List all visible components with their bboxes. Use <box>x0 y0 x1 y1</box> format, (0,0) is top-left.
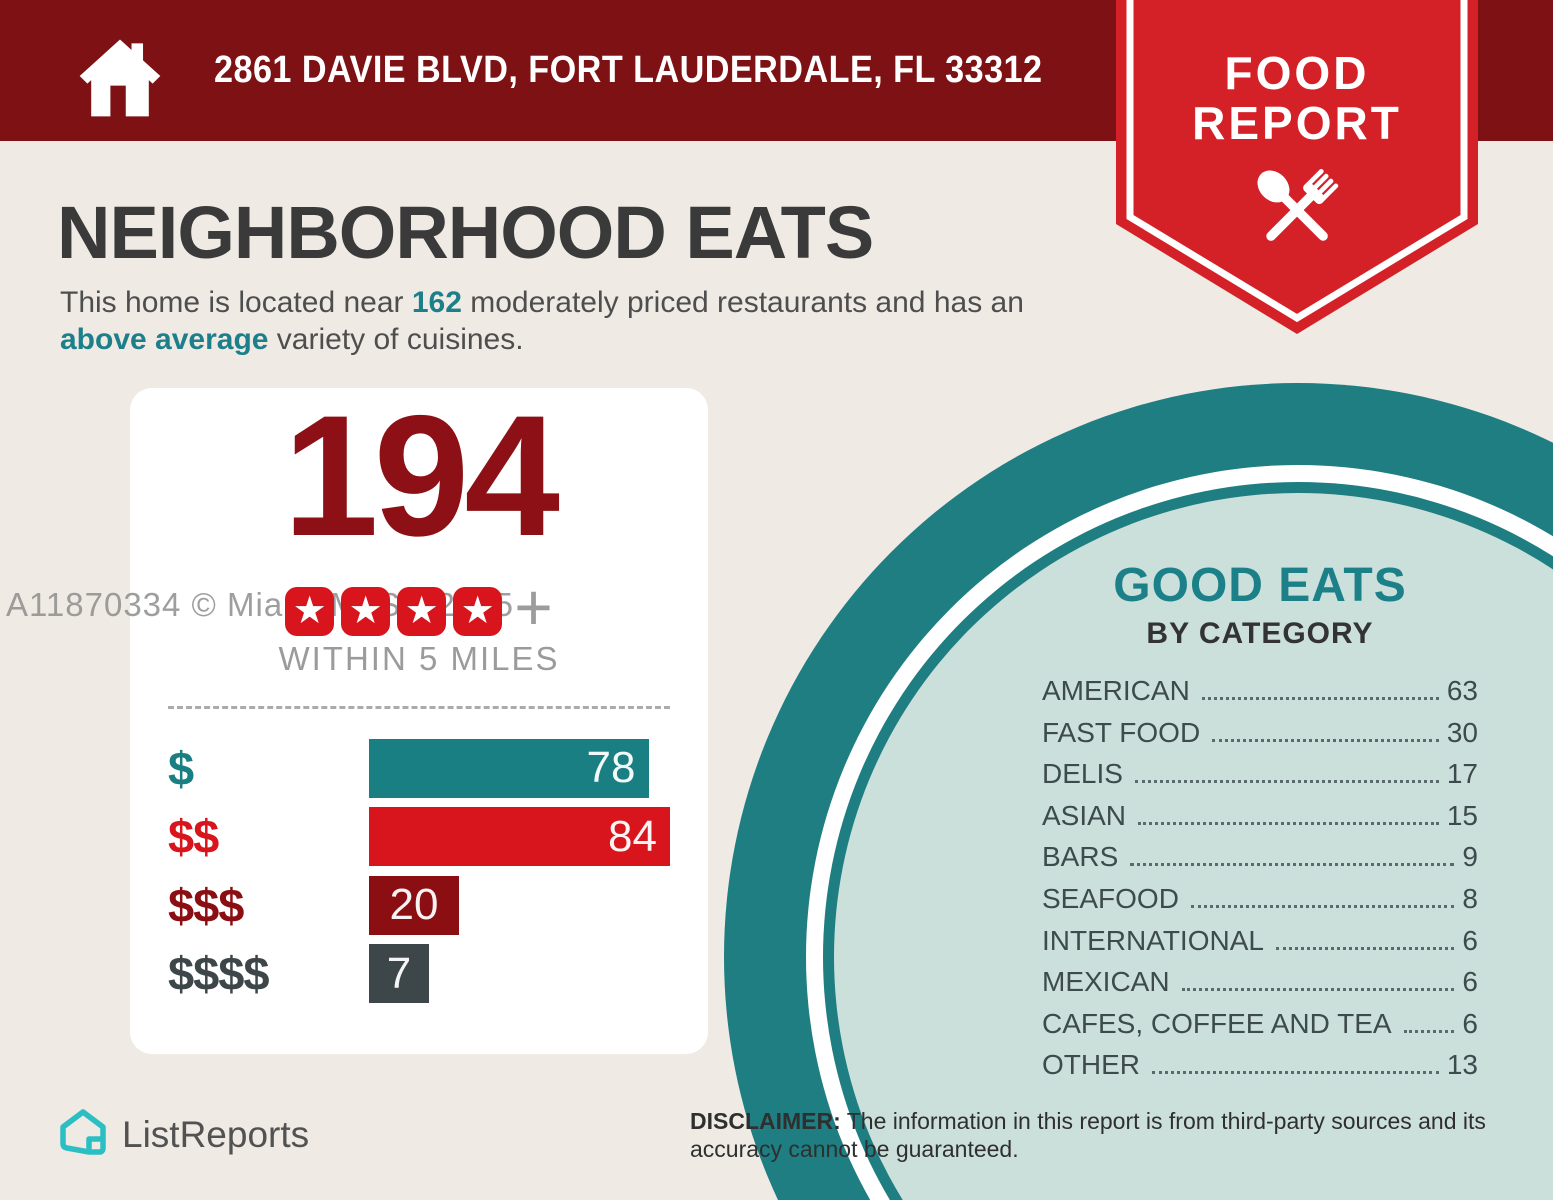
subtitle-accent: above average <box>60 323 269 356</box>
disclaimer: DISCLAIMER: The information in this repo… <box>690 1108 1520 1163</box>
category-label: OTHER <box>1042 1049 1140 1081</box>
star-rating: ★ ★ ★ ★ <box>285 586 503 636</box>
category-value: 6 <box>1462 924 1478 956</box>
disclaimer-label: DISCLAIMER: <box>690 1108 841 1134</box>
subtitle-accent: 162 <box>411 286 462 319</box>
category-row: AMERICAN 63 <box>1042 675 1478 717</box>
price-tier-label: $ <box>168 741 194 795</box>
dotted-leader <box>1190 904 1455 908</box>
crossed-spoon-fork-icon <box>1257 168 1339 241</box>
dotted-leader <box>1201 697 1439 700</box>
category-value: 30 <box>1446 716 1478 748</box>
category-list: AMERICAN 63 FAST FOOD 30 DELIS 17 ASIAN 15 BARS 9… <box>1042 675 1478 1091</box>
dotted-leader <box>1403 1029 1455 1033</box>
subtitle-text: moderately priced restaurants and has an <box>461 286 1024 319</box>
dotted-leader <box>1275 946 1455 950</box>
listreports-brand: ListReports <box>58 1108 309 1162</box>
category-row: CAFES, COFFEE AND TEA 6 <box>1042 1008 1478 1050</box>
dotted-leader <box>1212 738 1439 742</box>
page-title: NEIGHBORHOOD EATS <box>57 191 874 274</box>
star-icon: ★ <box>341 586 391 636</box>
total-restaurants-count: 194 <box>283 380 560 572</box>
category-label: BARS <box>1042 841 1119 873</box>
category-label: SEAFOOD <box>1042 882 1179 914</box>
category-row: DELIS 17 <box>1042 758 1478 800</box>
category-value: 63 <box>1446 675 1478 706</box>
price-tier-row: $$ 84 <box>168 803 680 872</box>
category-label: INTERNATIONAL <box>1042 924 1264 956</box>
category-row: INTERNATIONAL 6 <box>1042 925 1478 967</box>
listreports-logo-icon <box>60 1109 106 1155</box>
listreports-wordmark: ListReports <box>122 1114 310 1155</box>
ribbon-title-line1: FOOD <box>1224 47 1370 99</box>
disclaimer-text: The information in this report is from t… <box>690 1108 1486 1162</box>
category-value: 8 <box>1462 882 1478 914</box>
radius-label: WITHIN 5 MILES <box>278 640 560 677</box>
category-label: AMERICAN <box>1042 675 1190 706</box>
dashed-divider <box>168 706 670 709</box>
restaurant-count-card: 194 ★ ★ ★ ★ + WITHIN 5 MILES $78 $$ 84 $$$ 20 $$… <box>130 381 708 1054</box>
good-eats-subtitle: BY CATEGORY <box>1146 617 1374 650</box>
good-eats-title: GOOD EATS <box>1113 559 1407 612</box>
price-tier-row: $$$ 20 <box>168 871 680 940</box>
property-address: 2861 DAVIE BLVD, FORT LAUDERDALE, FL 333… <box>214 49 1043 91</box>
price-tier-bar-chart: $78 $$ 84 $$$ 20 $$$$ 7 <box>168 734 680 1008</box>
price-tier-value: 84 <box>608 811 657 861</box>
category-label: DELIS <box>1042 758 1123 790</box>
subtitle: This home is located near 162 moderately… <box>60 284 1100 358</box>
plus-icon: + <box>514 570 553 644</box>
ribbon-title-line2: REPORT <box>1192 97 1402 149</box>
category-value: 6 <box>1462 1007 1478 1039</box>
star-icon: ★ <box>453 586 503 636</box>
dotted-leader <box>1130 863 1455 867</box>
dotted-leader <box>1181 988 1455 992</box>
category-row: FAST FOOD 30 <box>1042 717 1478 759</box>
home-icon <box>79 39 161 117</box>
category-value: 9 <box>1462 841 1478 873</box>
price-tier-value: 7 <box>386 948 412 998</box>
star-icon: ★ <box>397 586 447 636</box>
dotted-leader <box>1152 1071 1439 1075</box>
subtitle-text: This home is located near <box>60 286 412 319</box>
subtitle-text: variety of cuisines. <box>268 323 524 356</box>
category-value: 13 <box>1446 1049 1478 1081</box>
dotted-leader <box>1134 780 1439 784</box>
price-tier-bar: 20 <box>369 875 459 935</box>
rating-row: ★ ★ ★ ★ + <box>130 574 708 644</box>
price-tier-row: $$$$ 7 <box>168 940 680 1009</box>
price-tier-bar: 78 <box>369 738 649 798</box>
category-label: FAST FOOD <box>1042 716 1201 748</box>
category-label: MEXICAN <box>1042 966 1170 998</box>
good-eats-panel: GOOD EATS BY CATEGORY AMERICAN 63 FAST FOO… <box>1042 558 1478 1091</box>
category-row: BARS 9 <box>1042 841 1478 883</box>
dotted-leader <box>1138 821 1439 825</box>
price-tier-label: $$ <box>168 810 219 864</box>
category-row: ASIAN 15 <box>1042 800 1478 842</box>
price-tier-bar: 7 <box>369 944 429 1004</box>
category-value: 17 <box>1446 758 1478 790</box>
category-row: SEAFOOD 8 <box>1042 883 1478 925</box>
category-row: OTHER 13 <box>1042 1049 1478 1091</box>
price-tier-value: 78 <box>586 743 636 793</box>
ribbon-shape <box>1116 0 1478 334</box>
price-tier-row: $78 <box>168 734 680 803</box>
food-report-ribbon: FOOD REPORT <box>1116 0 1478 336</box>
price-tier-bar: 84 <box>369 807 670 867</box>
category-value: 6 <box>1462 966 1478 998</box>
category-value: 15 <box>1446 799 1478 831</box>
star-icon: ★ <box>285 586 335 636</box>
price-tier-value: 20 <box>389 880 439 930</box>
category-label: ASIAN <box>1042 799 1127 831</box>
price-tier-label: $$$ <box>168 878 244 932</box>
good-eats-circle-outer-ring <box>724 383 1553 1200</box>
category-label: CAFES, COFFEE AND TEA <box>1042 1007 1392 1039</box>
category-row: MEXICAN 6 <box>1042 966 1478 1008</box>
price-tier-label: $$$$ <box>168 947 270 1001</box>
